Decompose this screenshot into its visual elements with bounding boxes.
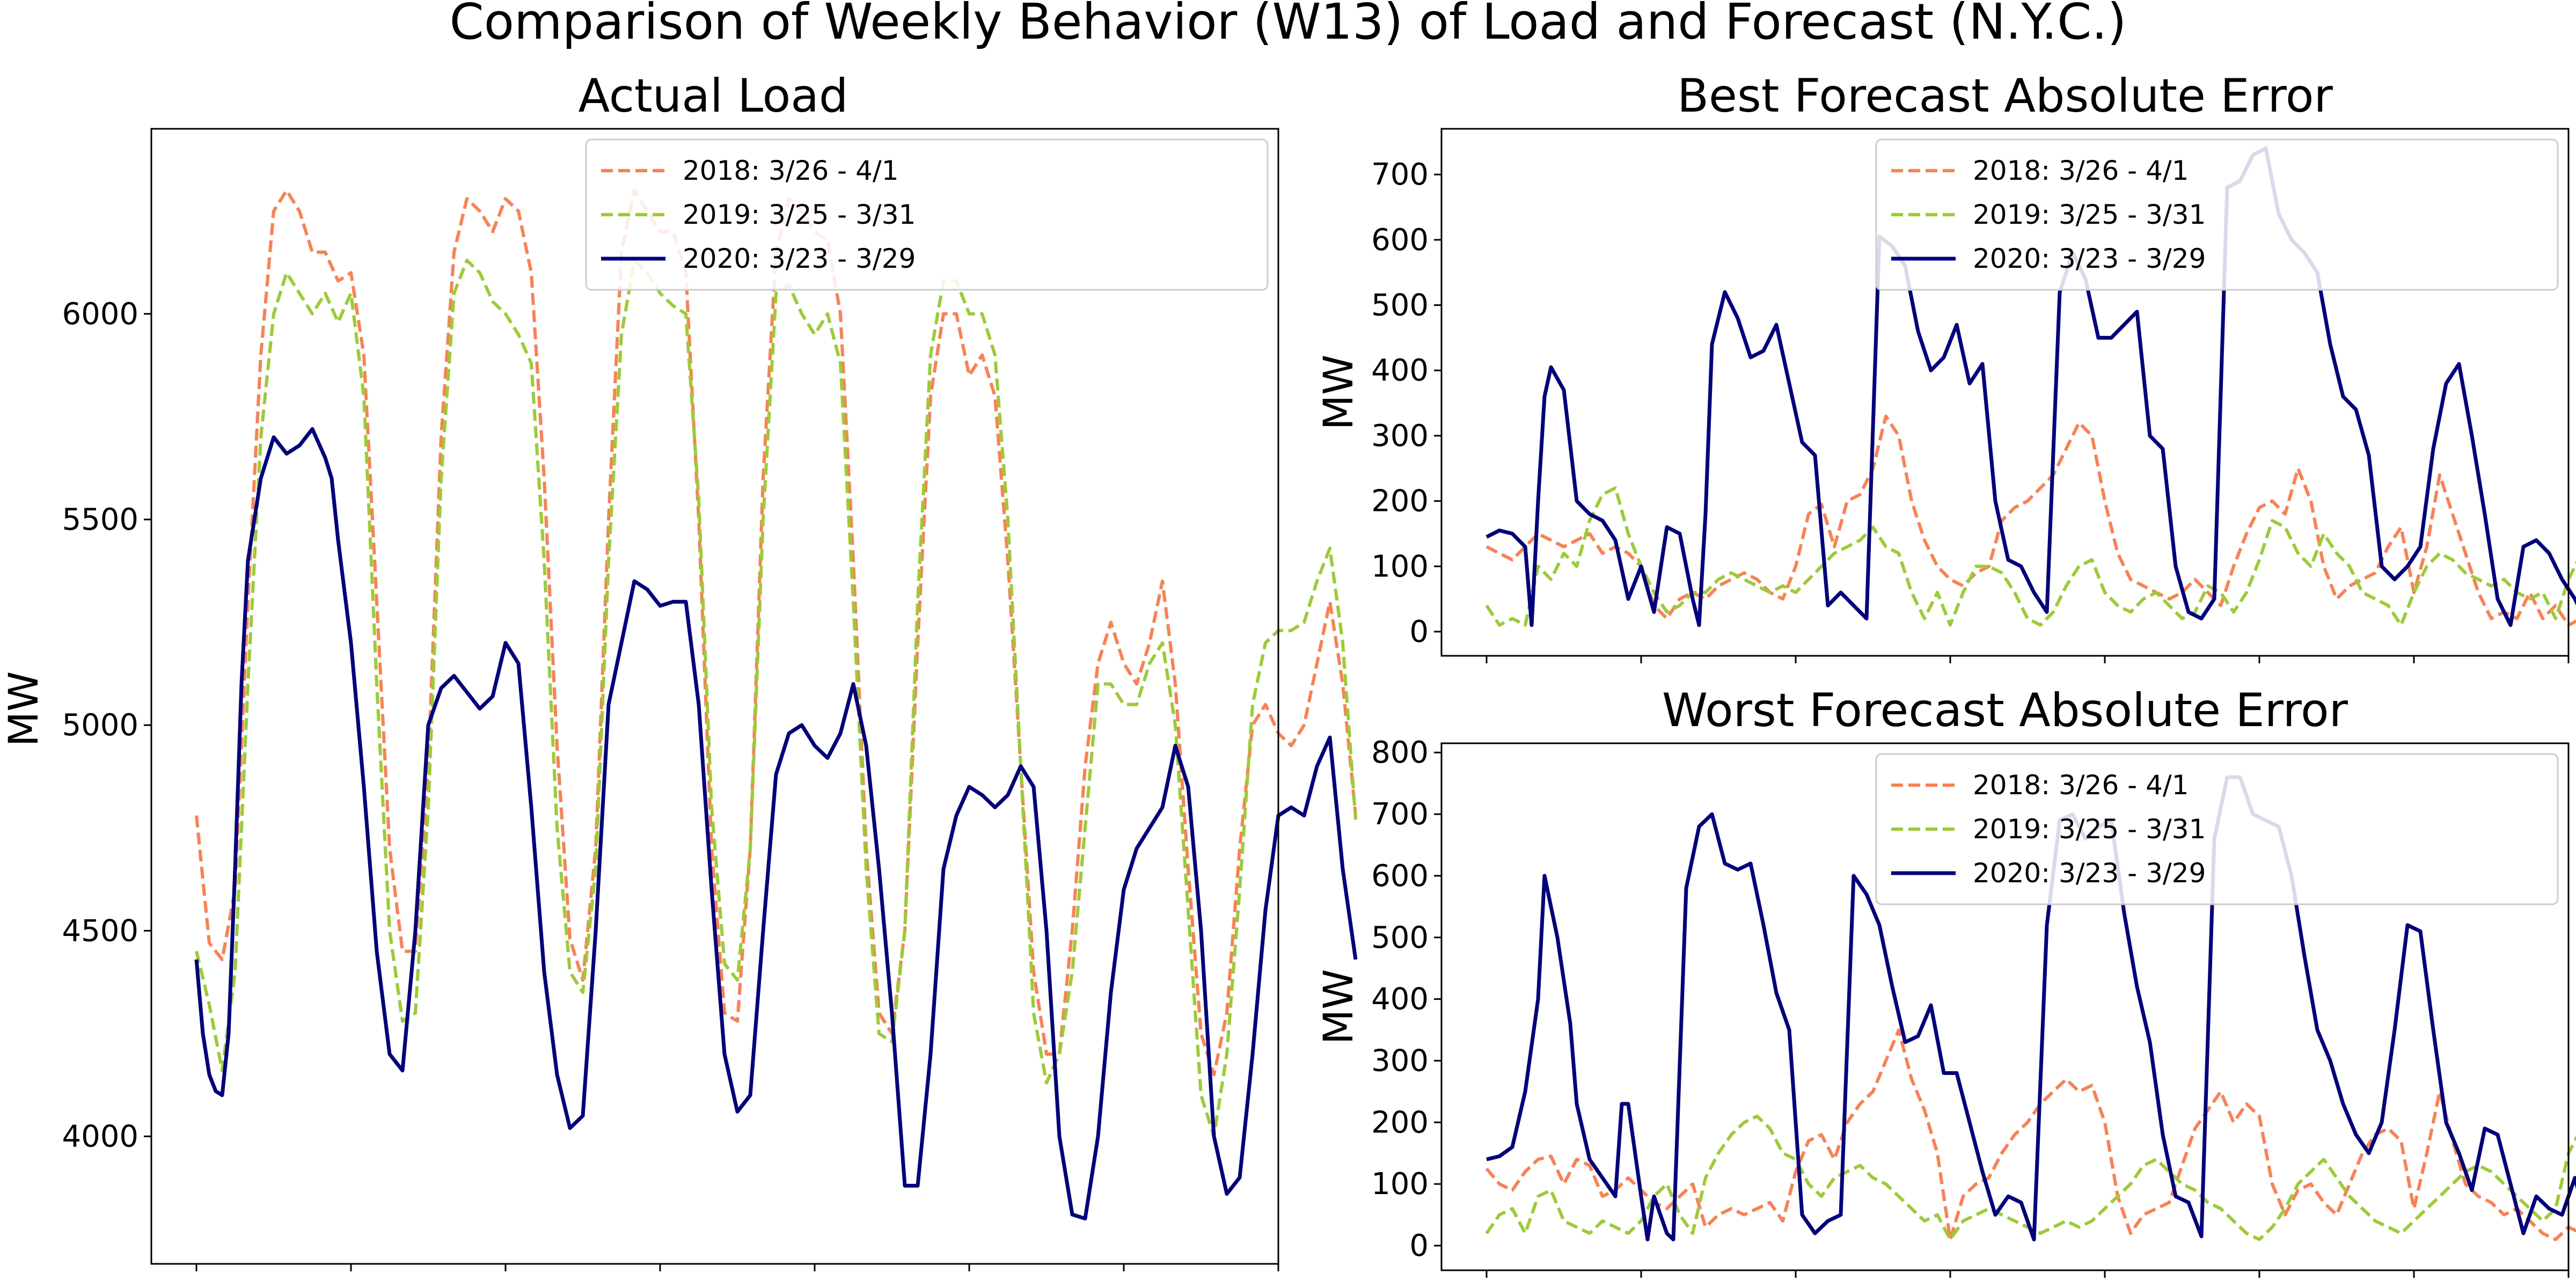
legend-box xyxy=(585,138,1269,291)
ylabel-worst-forecast-error: MW xyxy=(1314,969,1362,1045)
legend-box xyxy=(1875,138,2559,291)
legend-box xyxy=(1875,753,2559,905)
legend-label-2019: 2019: 3/25 - 3/31 xyxy=(1973,814,2206,845)
panel-actual-load: Actual Load MW 4000 4500 5000 5500 6000 2018… xyxy=(0,69,1358,1271)
legend-label-2020: 2020: 3/23 - 3/29 xyxy=(683,243,916,274)
y-tick-label: 600 xyxy=(1371,859,1429,894)
ylabel-best-forecast-error: MW xyxy=(1314,355,1362,430)
series-line-2018 xyxy=(1485,1028,2576,1241)
y-tick-label: 700 xyxy=(1371,157,1429,192)
y-tick-label: 500 xyxy=(1371,288,1429,323)
legend-label-2019: 2019: 3/25 - 3/31 xyxy=(683,199,916,230)
axes-frame xyxy=(150,128,1279,1265)
legend-label-2020: 2020: 3/23 - 3/29 xyxy=(1973,858,2206,889)
legend-best-forecast-error: 2018: 3/26 - 4/1 2019: 3/25 - 3/31 2020: 3… xyxy=(1875,138,2559,291)
legend-label-2018: 2018: 3/26 - 4/1 xyxy=(1973,770,2189,801)
legend-worst-forecast-error: 2018: 3/26 - 4/1 2019: 3/25 - 3/31 2020: 3… xyxy=(1875,753,2559,905)
y-tick-label: 100 xyxy=(1371,1167,1429,1202)
plot-area-worst-forecast-error: 0 100 200 300 400 500 600 700 800 xyxy=(1371,735,2576,1278)
y-tick-label: 300 xyxy=(1371,1043,1429,1078)
ylabel-actual-load: MW xyxy=(0,671,47,747)
series-line-2020 xyxy=(1486,775,2576,1242)
panel-title-worst-forecast-error: Worst Forecast Absolute Error xyxy=(1662,684,2348,737)
figure-suptitle: Comparison of Weekly Behavior (W13) of L… xyxy=(450,0,2127,50)
y-tick-label: 300 xyxy=(1371,419,1429,453)
y-tick-label: 600 xyxy=(1371,223,1429,258)
series-line-2020 xyxy=(1485,147,2576,627)
y-tick-label: 4500 xyxy=(62,913,138,948)
legend-actual-load: 2018: 3/26 - 4/1 2019: 3/25 - 3/31 2020: 3… xyxy=(585,138,1269,291)
legend-label-2020: 2020: 3/23 - 3/29 xyxy=(1973,243,2206,274)
panel-best-forecast-error: Best Forecast Absolute Error MW 0 100 200 3… xyxy=(1314,69,2576,663)
panel-worst-forecast-error: Worst Forecast Absolute Error MW 0 100 200… xyxy=(1314,684,2576,1278)
plot-area-best-forecast-error: 0 100 200 300 400 500 600 700 xyxy=(1371,128,2576,663)
series-line-2019 xyxy=(195,259,1357,1138)
panel-title-actual-load: Actual Load xyxy=(578,69,848,123)
y-tick-label: 200 xyxy=(1371,1105,1429,1140)
axes-frame xyxy=(1440,742,2570,1271)
y-tick-label: 800 xyxy=(1371,735,1429,770)
legend-label-2019: 2019: 3/25 - 3/31 xyxy=(1973,199,2206,230)
y-tick-label: 400 xyxy=(1371,353,1429,388)
axes-frame xyxy=(1440,128,2570,657)
series-line-2018 xyxy=(1485,414,2576,627)
y-tick-label: 700 xyxy=(1371,797,1429,832)
y-tick-label: 4000 xyxy=(62,1119,138,1154)
series-line-2019 xyxy=(1485,486,2576,627)
y-tick-label: 6000 xyxy=(62,297,138,332)
y-tick-label: 5000 xyxy=(62,708,138,743)
plot-area-actual-load: 4000 4500 5000 5500 6000 xyxy=(62,128,1358,1271)
y-tick-label: 200 xyxy=(1371,484,1429,519)
panel-title-best-forecast-error: Best Forecast Absolute Error xyxy=(1677,69,2333,123)
legend-label-2018: 2018: 3/26 - 4/1 xyxy=(1973,155,2189,186)
y-tick-label: 400 xyxy=(1371,982,1429,1017)
series-line-2020 xyxy=(194,427,1358,1221)
y-tick-label: 0 xyxy=(1409,1228,1429,1263)
y-tick-label: 0 xyxy=(1409,614,1429,649)
y-tick-label: 500 xyxy=(1371,920,1429,955)
y-tick-label: 5500 xyxy=(62,502,138,537)
y-tick-label: 100 xyxy=(1371,549,1429,584)
legend-label-2018: 2018: 3/26 - 4/1 xyxy=(683,155,899,186)
